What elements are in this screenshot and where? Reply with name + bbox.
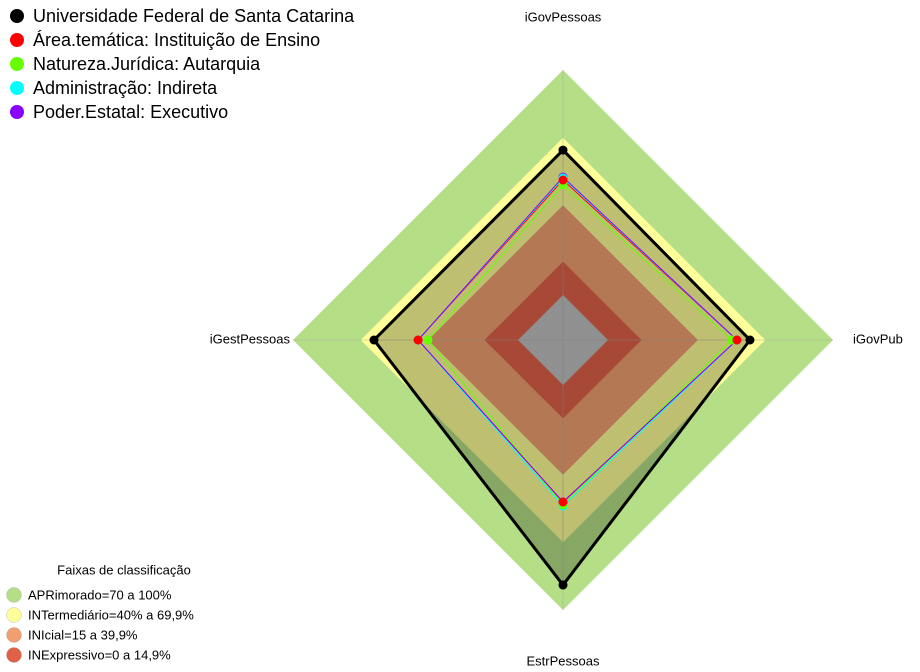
axis-label: iGovPub bbox=[853, 331, 903, 346]
axis-label: EstrPessoas bbox=[527, 653, 600, 668]
series-point bbox=[413, 335, 423, 345]
legend-label: Poder.Estatal: Executivo bbox=[33, 102, 228, 122]
legend-label: Administração: Indireta bbox=[33, 78, 218, 98]
legend-marker bbox=[10, 33, 24, 47]
series-point bbox=[558, 145, 568, 155]
band-legend-marker bbox=[6, 647, 22, 663]
band-legend-marker bbox=[6, 627, 22, 643]
axis-label: iGestPessoas bbox=[210, 331, 291, 346]
band-legend-label: INTermediário=40% a 69,9% bbox=[28, 607, 194, 622]
series-point bbox=[558, 580, 568, 590]
legend-label: Universidade Federal de Santa Catarina bbox=[33, 6, 355, 26]
legend-marker bbox=[10, 105, 24, 119]
series-point bbox=[558, 175, 568, 185]
axis-label: iGovPessoas bbox=[525, 9, 602, 24]
series-point bbox=[732, 335, 742, 345]
series-point bbox=[369, 335, 379, 345]
band-legend-marker bbox=[6, 607, 22, 623]
legend-marker bbox=[10, 81, 24, 95]
legend-label: Área.temática: Instituição de Ensino bbox=[33, 30, 320, 50]
series-point bbox=[745, 335, 755, 345]
band-legend-label: INIcial=15 a 39,9% bbox=[28, 627, 138, 642]
band-legend-label: INExpressivo=0 a 14,9% bbox=[28, 647, 171, 662]
legend-marker bbox=[10, 57, 24, 71]
band-legend-title: Faixas de classificação bbox=[57, 562, 191, 577]
legend-label: Natureza.Jurídica: Autarquia bbox=[33, 54, 261, 74]
series-point bbox=[423, 335, 433, 345]
band-legend-label: APRimorado=70 a 100% bbox=[28, 587, 172, 602]
band-legend-marker bbox=[6, 587, 22, 603]
series-point bbox=[558, 497, 568, 507]
legend-marker bbox=[10, 9, 24, 23]
